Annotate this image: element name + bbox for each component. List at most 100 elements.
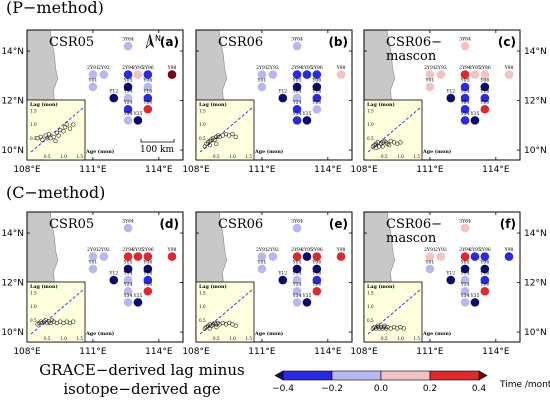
well-marker xyxy=(312,104,322,114)
well-label: Y14 xyxy=(460,271,470,277)
inset-point xyxy=(233,323,238,328)
well-marker xyxy=(123,41,133,51)
inset-point xyxy=(51,134,56,140)
well-label: Y35 xyxy=(302,293,312,299)
well-label: 2Y95 xyxy=(469,65,481,71)
lat-tick-label: 14°N xyxy=(524,229,547,239)
well-label: Y34 xyxy=(460,293,470,299)
inset-scatter: Lag (mon)Age (mon)1.51.00.50.5 1.0 1.5 xyxy=(363,281,451,343)
inset-ylabel: Lag (mon) xyxy=(367,283,395,290)
colorbar-segment xyxy=(380,370,431,381)
well-label: 2Y96 xyxy=(479,65,491,71)
well-label: 2Y95 xyxy=(132,247,144,253)
well-marker xyxy=(143,275,153,285)
well-marker xyxy=(480,93,490,103)
well-marker xyxy=(470,70,480,79)
well-marker xyxy=(143,104,153,114)
inset-point xyxy=(214,141,219,146)
inset-xtick-label: 0.5 xyxy=(213,154,220,159)
well-label: Y12 xyxy=(277,271,287,277)
well-label: 2Y95 xyxy=(132,65,144,71)
well-label: Y16 xyxy=(142,271,152,277)
map-panel-f: 108°E 111°E 114°E 14°N 12°N 10°N CSR06−mascon (… xyxy=(350,211,547,357)
well-label: Y05 xyxy=(460,77,470,83)
well-label: Y34 xyxy=(123,111,133,117)
well-marker xyxy=(292,298,302,307)
lat-tick-label: 12°N xyxy=(1,279,24,289)
well-label: 3Y64 xyxy=(122,37,134,43)
well-label: Y98 xyxy=(504,65,514,71)
inset-ytick-label: 1.5 xyxy=(199,290,206,295)
well-label: Y01 xyxy=(87,259,97,265)
well-marker xyxy=(292,116,302,125)
well-marker xyxy=(425,264,435,274)
lat-tick-label: 14°N xyxy=(1,47,24,57)
well-marker xyxy=(460,70,470,79)
well-marker xyxy=(99,70,109,79)
well-label: Y24 xyxy=(292,100,302,106)
inset-ylabel: Lag (mon) xyxy=(30,101,58,108)
well-label: Y26 xyxy=(311,100,321,106)
inset-ytick-label: 1.5 xyxy=(30,290,37,295)
well-label: 2Y91 xyxy=(424,65,436,71)
inset-point xyxy=(382,323,387,328)
inset-xtick-label: 0.5 xyxy=(44,336,51,341)
one-to-one-line xyxy=(30,289,84,335)
lon-tick-label: 111°E xyxy=(248,165,276,175)
well-marker xyxy=(278,275,288,285)
inset-ytick-label: 1.0 xyxy=(367,304,374,309)
well-label: Y06 xyxy=(479,77,489,83)
inset-ytick-label: 1.0 xyxy=(30,304,37,309)
inset-xlabel: Age (mon) xyxy=(254,330,283,337)
lon-tick-label: 111°E xyxy=(248,347,276,357)
well-label: Y34 xyxy=(292,111,302,117)
well-label: 2Y96 xyxy=(479,247,491,253)
inset-point xyxy=(398,140,403,145)
map-frame xyxy=(363,211,521,343)
inset-xtick-label: 0.5 xyxy=(44,154,51,159)
inset-scatter: Lag (mon)Age (mon)1.51.00.50.5 1.0 1.5 xyxy=(195,99,283,161)
well-label: Y34 xyxy=(460,111,470,117)
inset-point xyxy=(45,136,50,141)
lat-tick-label: 12°N xyxy=(524,97,547,107)
map-frame xyxy=(363,29,521,161)
well-marker xyxy=(143,93,153,103)
well-label: Y06 xyxy=(142,77,152,83)
well-marker xyxy=(133,252,143,261)
inset-point xyxy=(61,129,66,134)
well-label: 2Y94 xyxy=(122,247,134,253)
colorbar-segment xyxy=(282,370,333,381)
well-marker xyxy=(436,252,446,261)
inset-ytick-label: 0.5 xyxy=(199,318,206,323)
well-label: Y35 xyxy=(470,111,480,117)
well-label: 2Y94 xyxy=(291,65,303,71)
well-marker xyxy=(88,252,98,261)
panel-tag: (b) xyxy=(328,35,348,49)
well-label: 2Y96 xyxy=(311,247,323,253)
lat-tick-label: 10°N xyxy=(524,146,547,156)
lon-tick-label: 111°E xyxy=(416,165,444,175)
well-label: 2Y91 xyxy=(424,247,436,253)
inset-point xyxy=(375,323,380,328)
map-panel-a: 108°E 111°E 114°E 14°N 12°N 10°N CSR05 (a) 3Y64 2… xyxy=(1,29,184,175)
well-marker xyxy=(460,104,470,114)
well-marker xyxy=(480,275,490,285)
well-label: Y24 xyxy=(123,100,133,106)
well-marker xyxy=(302,70,312,79)
inset-ylabel: Lag (mon) xyxy=(199,283,227,290)
well-marker xyxy=(167,252,177,261)
inset-background xyxy=(26,281,86,343)
well-marker xyxy=(292,41,302,51)
well-marker xyxy=(504,70,514,79)
inset-xtick-label: 1.5 xyxy=(245,336,252,341)
colorbar-section: GRACE−derived lag minus isotope−derived … xyxy=(39,361,550,398)
inset-xlabel: Age (mon) xyxy=(254,148,283,155)
well-marker xyxy=(123,252,133,261)
well-marker xyxy=(292,70,302,79)
inset-xtick-label: 1.5 xyxy=(76,154,83,159)
well-marker xyxy=(292,264,302,274)
well-marker xyxy=(425,70,435,79)
well-label: Y14 xyxy=(460,89,470,95)
well-marker xyxy=(123,223,133,233)
inset-xtick-label: 1.0 xyxy=(60,154,67,159)
